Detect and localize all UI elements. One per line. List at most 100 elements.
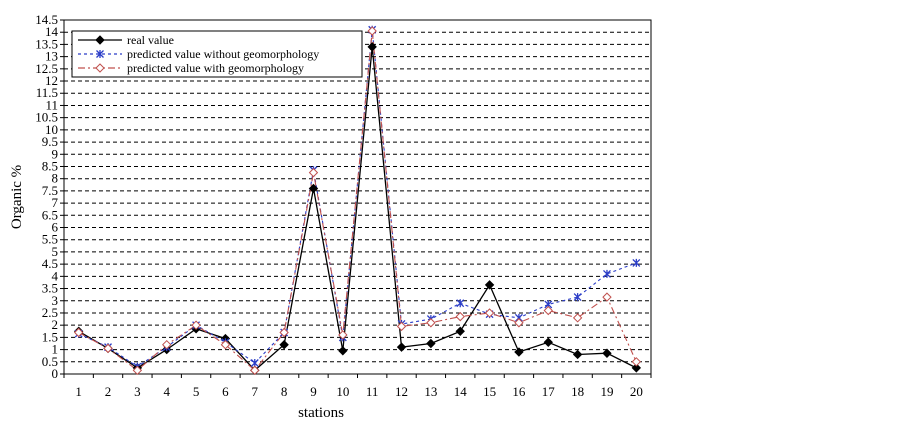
series-3-point bbox=[455, 311, 465, 322]
x-tick-label: 1 bbox=[75, 384, 82, 399]
y-tick-label: 6 bbox=[52, 220, 59, 235]
x-tick-label: 10 bbox=[336, 384, 349, 399]
series-line-1 bbox=[78, 46, 637, 372]
y-tick-label: 13.5 bbox=[35, 36, 58, 51]
series-1-point bbox=[543, 337, 553, 347]
x-tick-label: 7 bbox=[252, 384, 259, 399]
series-line-2 bbox=[78, 29, 637, 368]
series-group bbox=[73, 25, 642, 376]
x-tick-label: 13 bbox=[424, 384, 437, 399]
series-1-point bbox=[484, 280, 495, 290]
series-2-point bbox=[573, 293, 582, 302]
y-tick-label: 5.5 bbox=[42, 232, 58, 247]
series-3-point bbox=[191, 320, 201, 330]
series-1-point bbox=[514, 347, 524, 357]
legend-marker-1 bbox=[95, 35, 105, 45]
series-1-point bbox=[426, 338, 436, 349]
y-tick-label: 12.5 bbox=[35, 61, 58, 76]
series-1-point bbox=[279, 339, 289, 350]
series-line-3 bbox=[78, 30, 637, 372]
series-3-point bbox=[250, 365, 260, 376]
legend-label-2: predicted value without geomorphology bbox=[127, 47, 319, 61]
series-3-point bbox=[396, 321, 407, 332]
series-3-point bbox=[132, 365, 143, 376]
y-tick-label: 11.5 bbox=[36, 85, 58, 100]
y-tick-label: 11 bbox=[45, 97, 58, 112]
legend-marker-3 bbox=[95, 63, 105, 73]
series-1-point bbox=[631, 363, 642, 373]
series-3-point bbox=[73, 327, 84, 338]
x-axis-title: stations bbox=[298, 405, 344, 421]
y-axis-ticks: 00.511.522.533.544.555.566.577.588.599.5… bbox=[35, 12, 64, 381]
y-tick-label: 6.5 bbox=[42, 207, 58, 222]
x-tick-label: 15 bbox=[483, 384, 496, 399]
y-axis-title: Organic % bbox=[9, 165, 25, 229]
x-tick-label: 2 bbox=[105, 384, 112, 399]
series-2-point bbox=[603, 269, 611, 278]
x-tick-label: 11 bbox=[366, 384, 379, 399]
series-1-point bbox=[572, 349, 583, 360]
x-tick-label: 14 bbox=[454, 384, 468, 399]
series-3-point bbox=[602, 292, 612, 302]
x-tick-label: 20 bbox=[630, 384, 643, 399]
series-3-point bbox=[308, 167, 319, 178]
y-tick-label: 0.5 bbox=[42, 354, 58, 369]
y-tick-label: 8 bbox=[52, 171, 59, 186]
y-tick-label: 3.5 bbox=[42, 281, 58, 296]
legend-label-1: real value bbox=[127, 33, 174, 47]
series-3-point bbox=[338, 330, 348, 340]
series-1-point bbox=[308, 183, 319, 194]
y-tick-label: 13 bbox=[45, 49, 58, 64]
x-tick-label: 9 bbox=[310, 384, 317, 399]
x-tick-label: 4 bbox=[163, 384, 170, 399]
x-tick-label: 18 bbox=[571, 384, 584, 399]
y-tick-label: 7.5 bbox=[42, 183, 58, 198]
y-tick-label: 9 bbox=[52, 146, 59, 161]
series-3-point bbox=[484, 308, 495, 318]
series-3-point bbox=[631, 357, 642, 367]
series-3-point bbox=[279, 327, 289, 338]
x-tick-label: 17 bbox=[542, 384, 556, 399]
y-tick-label: 14 bbox=[45, 24, 59, 39]
x-tick-label: 16 bbox=[512, 384, 526, 399]
y-tick-label: 3 bbox=[52, 293, 59, 308]
y-tick-label: 10.5 bbox=[35, 110, 58, 125]
series-3-point bbox=[572, 313, 583, 323]
y-tick-label: 1 bbox=[52, 342, 59, 357]
series-3-point bbox=[220, 339, 231, 350]
y-tick-label: 12 bbox=[45, 73, 58, 88]
series-1-point bbox=[602, 348, 612, 358]
series-1-point bbox=[455, 326, 465, 336]
x-tick-label: 19 bbox=[600, 384, 613, 399]
x-axis-ticks: 1 2 3 4 5 6 7 8 9 10 11 12 13 14 15 16 17 18 19 20 bbox=[63, 374, 652, 399]
y-tick-label: 2.5 bbox=[42, 305, 58, 320]
series-3-point bbox=[543, 305, 553, 316]
x-tick-label: 6 bbox=[222, 384, 229, 399]
series-3-point bbox=[367, 26, 377, 36]
y-tick-label: 5 bbox=[52, 244, 59, 259]
y-tick-label: 2 bbox=[52, 317, 59, 332]
legend-marker-2 bbox=[96, 50, 104, 58]
series-3-point bbox=[426, 318, 436, 328]
y-tick-label: 1.5 bbox=[42, 329, 58, 344]
y-tick-label: 4 bbox=[52, 268, 59, 283]
x-tick-label: 5 bbox=[193, 384, 200, 399]
y-tick-label: 0 bbox=[52, 366, 59, 381]
x-tick-label: 3 bbox=[134, 384, 141, 399]
series-1-point bbox=[367, 42, 377, 52]
series-3-point bbox=[162, 339, 172, 350]
series-3-point bbox=[103, 343, 113, 354]
y-tick-label: 9.5 bbox=[42, 134, 58, 149]
y-tick-label: 4.5 bbox=[42, 256, 58, 271]
series-2-point bbox=[456, 299, 465, 308]
series-1-point bbox=[396, 342, 407, 352]
y-tick-label: 14.5 bbox=[35, 12, 58, 27]
x-tick-label: 12 bbox=[395, 384, 408, 399]
x-tick-label: 8 bbox=[281, 384, 288, 399]
series-3-point bbox=[514, 318, 524, 328]
legend-label-3: predicted value with geomorphology bbox=[127, 61, 304, 75]
y-tick-label: 10 bbox=[45, 122, 58, 137]
y-tick-label: 8.5 bbox=[42, 158, 58, 173]
